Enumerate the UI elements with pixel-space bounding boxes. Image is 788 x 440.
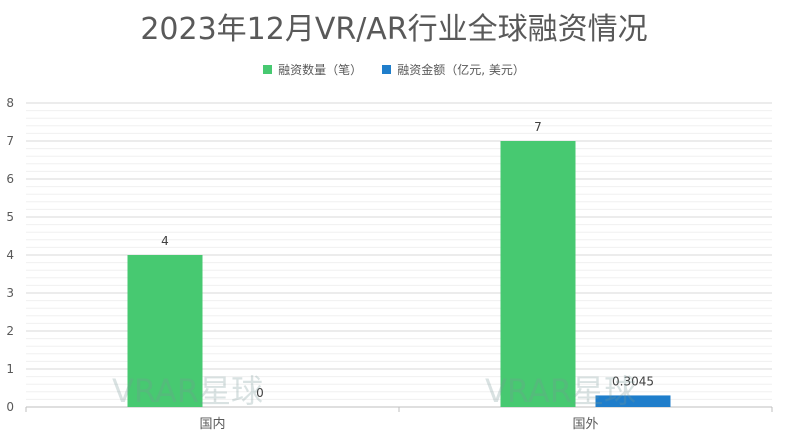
- y-tick-label: 0: [6, 400, 14, 414]
- y-tick-label: 5: [6, 210, 14, 224]
- y-tick-label: 2: [6, 324, 14, 338]
- data-label: 4: [161, 234, 169, 248]
- y-tick-label: 3: [6, 286, 14, 300]
- chart-title: 2023年12月VR/AR行业全球融资情况: [140, 12, 648, 47]
- y-tick-label: 6: [6, 172, 14, 186]
- bar-financing-amount: [595, 395, 671, 407]
- legend: 融资数量（笔） 融资金额（亿元, 美元）: [0, 61, 788, 78]
- legend-item-count: 融资数量（笔）: [263, 61, 362, 78]
- legend-swatch-count: [263, 65, 273, 74]
- data-label: 0.3045: [612, 374, 654, 388]
- legend-item-amount: 融资金额（亿元, 美元）: [382, 61, 525, 78]
- y-tick-label: 4: [6, 248, 14, 262]
- watermark: VRAR星球: [485, 372, 636, 410]
- bar-financing-count: [500, 141, 576, 407]
- data-label: 0: [256, 386, 264, 400]
- legend-label-count: 融资数量（笔）: [278, 63, 363, 77]
- y-tick-label: 8: [6, 96, 14, 110]
- watermark: VRAR星球: [112, 372, 263, 410]
- data-label: 7: [534, 120, 542, 134]
- legend-label-amount: 融资金额（亿元, 美元）: [397, 63, 525, 77]
- legend-swatch-amount: [382, 65, 392, 74]
- y-tick-label: 1: [6, 362, 14, 376]
- bar-financing-count: [127, 255, 203, 407]
- y-tick-label: 7: [6, 134, 14, 148]
- x-category-label: 国内: [199, 416, 225, 432]
- x-category-label: 国外: [572, 417, 598, 432]
